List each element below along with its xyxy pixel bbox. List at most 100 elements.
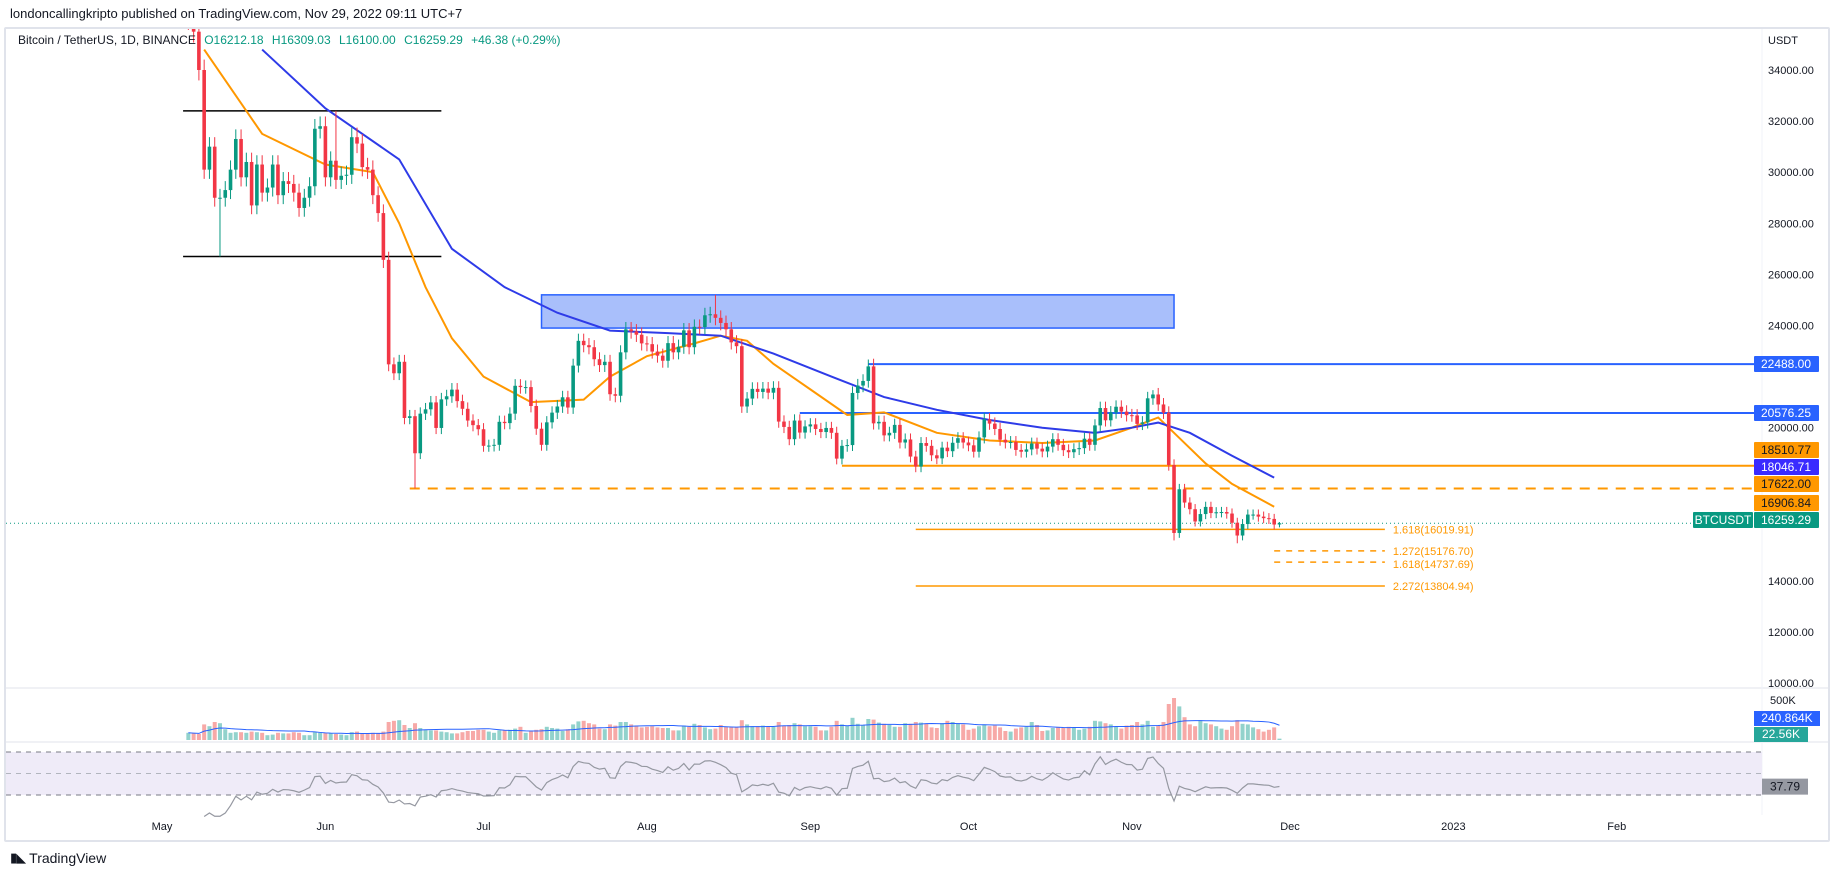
candle-body	[566, 397, 570, 408]
candle-body	[550, 412, 554, 423]
candle-body	[887, 432, 892, 436]
candle	[239, 129, 243, 187]
candle-body	[1045, 446, 1050, 452]
candle	[344, 165, 349, 185]
volume-bar	[228, 732, 233, 740]
candle-body	[1124, 411, 1129, 416]
candle	[908, 433, 913, 463]
volume-bar	[644, 726, 649, 740]
volume-bar	[376, 733, 381, 740]
candle-body	[655, 351, 660, 356]
candle-body	[734, 342, 739, 347]
volume-bar	[1040, 731, 1045, 740]
volume-bar	[797, 724, 802, 740]
volume-bar	[1266, 729, 1271, 740]
candle-body	[861, 380, 865, 386]
candle-body	[429, 402, 433, 410]
price-tick-label: 20000.00	[1768, 423, 1814, 435]
volume-bar	[771, 726, 776, 740]
candle-body	[423, 409, 428, 414]
candle-body	[866, 366, 871, 381]
volume-bar	[650, 726, 655, 740]
ohlc-close: C16259.29	[404, 33, 463, 47]
candle	[587, 338, 591, 355]
volume-bar	[766, 726, 771, 740]
candle-body	[381, 213, 386, 260]
candle-body	[771, 387, 776, 393]
price-label: 22488.00	[1761, 357, 1811, 371]
candle	[1119, 400, 1124, 418]
volume-bar	[1256, 729, 1261, 740]
candle	[286, 172, 291, 194]
volume-pane[interactable]: 500K 240.864K 22.56K	[186, 695, 1820, 742]
volume-bar	[544, 726, 549, 740]
tradingview-logo[interactable]: ▮◣ TradingView	[10, 850, 106, 866]
candle-body	[386, 259, 391, 365]
price-tick-label: 30000.00	[1768, 167, 1814, 179]
volume-bar	[1066, 726, 1071, 740]
volume-bar	[755, 726, 760, 740]
volume-bar	[813, 726, 818, 740]
price-axis[interactable]: USDT 10000.00 12000.00 14000.00 20000.00 2400…	[1693, 35, 1819, 690]
fib-level-label: 1.272(15176.70)	[1393, 546, 1474, 558]
volume-bar	[223, 729, 228, 740]
volume-bar	[1182, 717, 1187, 740]
candle-body	[1251, 514, 1255, 516]
price-tick-label: 24000.00	[1768, 321, 1814, 333]
main-pane[interactable]: 1.618(16019.91) 1.272(15176.70)1.618(1473…	[6, 0, 1762, 593]
volume-bar	[333, 734, 338, 740]
volume-bar	[924, 723, 929, 740]
candle-body	[1040, 448, 1045, 452]
candle	[1130, 408, 1134, 422]
candle-body	[276, 164, 280, 196]
volume-bar	[439, 731, 444, 740]
symbol-title[interactable]: Bitcoin / TetherUS, 1D, BINANCE	[18, 33, 196, 47]
candle	[371, 160, 375, 205]
candle-body	[539, 428, 544, 445]
time-tick-label: Feb	[1607, 821, 1626, 833]
volume-bar	[1124, 725, 1129, 740]
candle-body	[855, 385, 860, 393]
candle-body	[297, 192, 301, 208]
candle-body	[634, 331, 639, 335]
candle-body	[576, 340, 581, 366]
candle	[1267, 513, 1271, 524]
volume-bar	[1135, 722, 1140, 740]
candle-body	[618, 352, 623, 396]
candle-body	[666, 343, 670, 361]
volume-bar	[850, 717, 855, 740]
candle-body	[1203, 506, 1208, 515]
candle-body	[581, 340, 586, 346]
price-label: 17622.00	[1761, 477, 1811, 491]
candle-body	[371, 169, 375, 196]
volume-bar	[608, 724, 613, 740]
candle-body	[724, 322, 728, 330]
volume-bar	[275, 732, 280, 740]
volume-bar	[565, 729, 570, 740]
volume-bar	[1008, 731, 1013, 740]
volume-bar	[1082, 728, 1087, 740]
volume-bar	[955, 723, 960, 740]
price-label: 18046.71	[1761, 460, 1811, 474]
volume-bar	[254, 732, 259, 740]
candle	[971, 439, 976, 458]
candle-body	[571, 365, 575, 408]
candle-body	[1214, 512, 1218, 514]
candle	[228, 160, 233, 200]
candle	[766, 382, 770, 400]
candle-body	[313, 128, 317, 187]
candle-body	[1014, 442, 1018, 450]
volume-bar	[697, 725, 702, 740]
volume-bar	[502, 730, 507, 740]
volume-bar	[391, 720, 396, 740]
volume-bar	[666, 728, 671, 740]
volume-bar	[1261, 731, 1266, 740]
rsi-pane[interactable]: 37.79	[6, 751, 1808, 818]
time-axis[interactable]: May Jun Jul Aug Sep Oct Nov Dec 2023 Feb	[152, 821, 1627, 833]
candle-body	[218, 197, 222, 199]
volume-bar	[212, 722, 217, 740]
candle-body	[745, 398, 749, 407]
volume-bar	[365, 734, 370, 740]
candle-body	[713, 314, 718, 318]
